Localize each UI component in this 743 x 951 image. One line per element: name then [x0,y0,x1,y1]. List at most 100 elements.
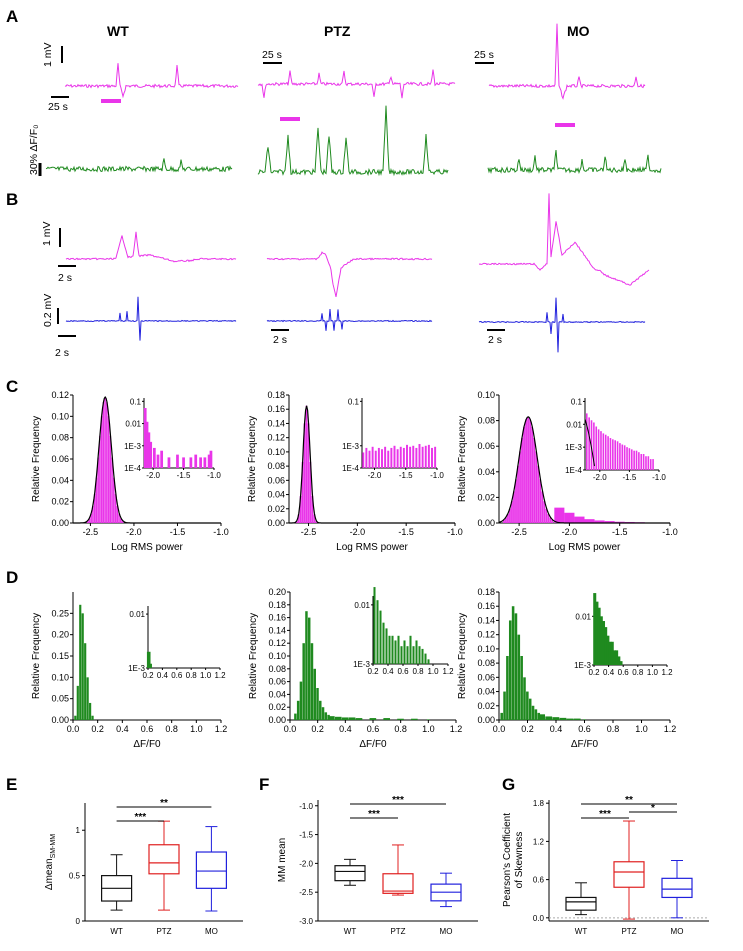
hist-c-wt-bar [116,505,119,523]
hist-d-mo-bar [508,620,512,720]
hist-c-mo-inset-bar [600,431,602,470]
hist-c-wt-inset-y-tick-label: 0.1 [130,397,142,406]
hist-c-ptz-x-tick-label: -2.0 [350,527,366,537]
hist-c-wt-inset-y-tick-label: 0.01 [125,420,141,429]
hist-c-wt-inset-bar [209,450,213,468]
hist-d-ptz-y-tick-label: 0.12 [268,638,286,648]
hist-d-mo-y-tick-label: 0.02 [477,701,495,711]
hist-c-mo-bar [503,519,505,523]
hist-c-mo: -2.5 -2.0 -1.5 -1.00.000.020.040.060.080.10… [457,390,678,553]
hist-c-wt-x-tick-label: -1.0 [213,527,229,537]
hist-c-mo-inset-x-tick-label: -1.0 [652,473,666,482]
hist-d-wt-inset-bar [148,663,152,668]
hist-d-wt-inset-x-tick-label: 1.2 [214,671,226,680]
hist-c-mo-bar [541,491,544,523]
hist-c-wt-inset-y-tick-label: 1E-3 [124,442,141,451]
hist-d-ptz-y-tick-label: 0.14 [268,625,286,635]
hist-c-wt-y-tick-label: 0.08 [51,433,69,443]
hist-c-mo-inset-bar [628,448,631,470]
hist-d-ptz-bar [348,717,356,720]
hist-d-wt-x-tick-label: 0.2 [91,724,104,734]
boxplot-e-significance-label: *** [134,812,146,823]
hist-c-ptz-inset-y-tick-label: 0.1 [348,397,360,406]
hist-c-ptz-bar [315,521,318,523]
hist-d-ptz-bar [355,718,363,720]
hist-d-ptz-inset-x-tick-label: 0.6 [397,667,409,676]
hist-d-mo-bar [500,712,503,720]
boxplot-g-significance-label: * [651,803,655,814]
hist-d-ptz-y-tick-label: 0.20 [268,587,286,597]
burst-trace-wt [65,231,237,263]
boxplot-g: 0.00.61.21.8WT PTZ MO****** [533,795,709,936]
hist-c-mo-inset-fit-curve [584,418,595,467]
calcium-trace-mo [487,150,662,175]
hist-c-mo-inset-bar [609,438,612,470]
hist-c-mo-inset-bar [645,456,647,470]
hist-c-mo-y-tick-label: 0.00 [477,518,495,528]
hist-d-ptz-x-tick-label: 0.0 [284,724,297,734]
hist-d-mo-bar [538,714,546,720]
boxplot-g-box-wt: WT [565,882,597,936]
hist-d-wt-inset-x-tick-label: 0.4 [157,671,169,680]
hist-c-wt-y-tick-label: 0.00 [51,518,69,528]
hist-c-mo-inset-bar [612,439,614,470]
hist-c-mo-bar [515,479,517,523]
hist-d-mo: 0.0 0.2 0.4 0.6 0.8 1.0 1.20.000.020.040.060.0… [457,587,676,750]
hist-c-ptz-y-tick-label: 0.14 [267,418,285,428]
hist-c-mo-tail-bar [584,519,595,523]
boxplot-f-category-label: WT [344,927,357,936]
hist-d-mo-x-tick-label: 0.0 [493,724,506,734]
calcium-trace-ptz [257,105,449,177]
boxplot-g-iqr-box [661,877,693,899]
hist-d-ptz-inset-bar [388,635,391,664]
hist-d-ptz-bar [341,717,349,720]
hist-d-ptz-inset-bar [406,646,409,664]
hist-c-mo-bar [537,465,540,523]
hist-c-wt-inset-bar [176,454,179,468]
boxplot-e-y-tick-label: 0.5 [69,872,81,881]
hist-d-mo-bar [552,717,560,720]
panel-b: B 1 mV 2 s 2 s 2 s 0.2 mV 2 s [6,190,650,359]
hist-c-mo-bar [509,508,511,523]
hist-d-mo-bar [534,709,538,720]
hist-d-ptz-inset-bar [421,648,424,664]
time-scale-label-filtered: 2 s [55,347,69,359]
boxplot-f-category-label: MO [440,927,453,936]
hist-d-ptz-inset-x-tick-label: 1.2 [442,667,454,676]
hist-d-ptz-x-tick-label: 0.2 [311,724,324,734]
hist-d-ptz-bar [296,700,300,720]
hist-d-ptz-inset-bar [385,628,388,664]
boxplot-e-iqr-box [195,851,227,889]
hist-c-mo-fit-curve [498,416,670,524]
hist-c-mo-bar [535,451,538,523]
hist-c-mo-inset-bar [585,413,588,470]
hist-c-ptz-bar [313,514,316,523]
boxplot-g-iqr-box [613,861,645,888]
boxplot-f-box-wt: WT [334,858,366,936]
boxplot-f-significance-label: *** [368,809,380,820]
hist-d-ptz-y-tick-label: 0.10 [268,651,286,661]
hist-d-mo-x-tick-label: 1.2 [664,724,677,734]
hist-d-mo-bar [566,718,574,720]
hist-d-mo-inset-x-tick-label: 1.2 [661,668,673,677]
hist-d-mo-bar [531,705,535,720]
hist-d-ptz-y-tick-label: 0.08 [268,664,286,674]
hist-c-mo-bar [517,465,519,523]
hist-d-ptz-x-tick-label: 1.0 [422,724,435,734]
hist-c-wt-bar [121,520,124,523]
hist-c-mo-tail-bar [604,521,615,523]
hist-d-wt-xlabel: ΔF/F0 [133,739,161,750]
hist-c-wt-bar [100,416,103,523]
hist-d-ptz-xlabel: ΔF/F0 [359,739,387,750]
hist-c-wt-inset-bar [207,454,211,468]
hist-c-ptz-inset-x-tick-label: -1.5 [399,471,413,480]
boxplot-e-box-wt: WT [100,854,133,936]
hist-d-ptz-bar [313,668,316,720]
voltage-scale-label-b: 1 mV [41,221,53,246]
hist-d-mo-inset-x-tick-label: 0.2 [588,668,600,677]
boxplot-f: -3.0 -2.5 -2.0 -1.5 -1.0 WT PTZ MO *** *** [299,795,478,936]
hist-c-mo-y-tick-label: 0.10 [477,390,495,400]
hist-c-mo-inset-bar [604,434,607,470]
hist-c-ptz-y-tick-label: 0.18 [267,390,285,400]
